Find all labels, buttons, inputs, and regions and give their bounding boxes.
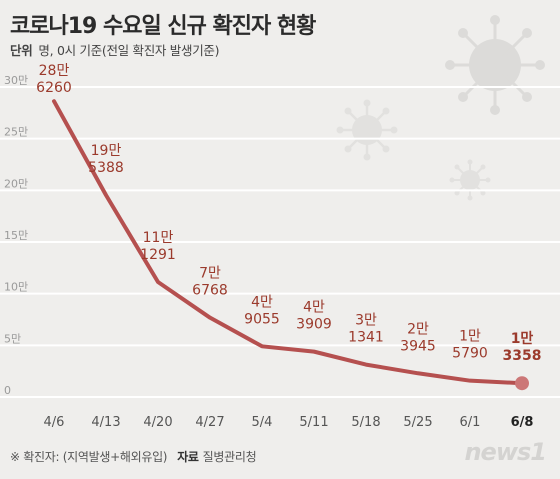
data-label-man: 4만	[251, 294, 273, 310]
x-tick-label: 4/13	[91, 415, 120, 430]
data-label-rest: 9055	[244, 311, 280, 327]
data-label-man: 11만	[143, 230, 174, 246]
news1-logo: news1	[464, 438, 547, 466]
x-tick-label: 5/4	[252, 415, 273, 430]
chart-title: 코로나19 수요일 신규 확진자 현황	[10, 14, 316, 39]
y-tick-label: 0	[4, 384, 11, 397]
x-tick-label: 4/20	[143, 415, 172, 430]
highlight-point	[515, 376, 529, 391]
x-tick-label: 5/25	[403, 415, 432, 430]
unit-note: 단위 명, 0시 기준(전일 확진자 발생기준)	[10, 40, 219, 59]
data-label-rest: 5388	[88, 160, 124, 176]
series-line	[52, 99, 524, 386]
source-label: 자료	[177, 450, 199, 464]
data-label-man: 7만	[199, 266, 221, 282]
data-label-man: 4만	[303, 300, 325, 316]
footnote: ※ 확진자: (지역발생+해외유입) 자료 질병관리청	[10, 448, 257, 465]
y-tick-label: 20만	[4, 177, 28, 190]
data-label-man: 3만	[355, 313, 377, 329]
data-label-man: 1만	[511, 331, 534, 347]
y-tick-label: 25만	[4, 126, 28, 139]
source-text: 질병관리청	[202, 450, 257, 464]
y-tick-label: 10만	[4, 281, 28, 294]
data-label-rest: 5790	[452, 346, 488, 362]
data-label-rest: 3945	[400, 338, 436, 354]
data-label-rest: 3909	[296, 317, 332, 333]
y-tick-label: 15만	[4, 229, 28, 242]
data-label-man: 1만	[459, 329, 481, 345]
y-tick-label: 5만	[4, 332, 21, 345]
data-label-rest: 6768	[192, 283, 228, 299]
data-label-man: 2만	[407, 321, 429, 337]
x-tick-label: 5/11	[299, 415, 328, 430]
data-label-man: 19만	[91, 143, 122, 159]
x-tick-label: 6/1	[460, 415, 481, 430]
data-label-rest: 1291	[140, 247, 176, 263]
x-tick-label: 4/27	[195, 415, 224, 430]
y-tick-label: 30만	[4, 74, 28, 87]
data-label-rest: 1341	[348, 330, 384, 346]
x-tick-label: 5/18	[351, 415, 380, 430]
unit-label: 단위	[10, 43, 33, 58]
x-tick-label: 4/6	[44, 415, 65, 430]
data-label-man: 28만	[39, 63, 70, 79]
footnote-text: ※ 확진자: (지역발생+해외유입)	[10, 450, 168, 464]
data-label-rest: 6260	[36, 80, 72, 96]
x-tick-label: 6/8	[511, 415, 534, 430]
unit-text: 명, 0시 기준(전일 확진자 발생기준)	[38, 43, 220, 58]
data-label-rest: 3358	[503, 348, 542, 364]
